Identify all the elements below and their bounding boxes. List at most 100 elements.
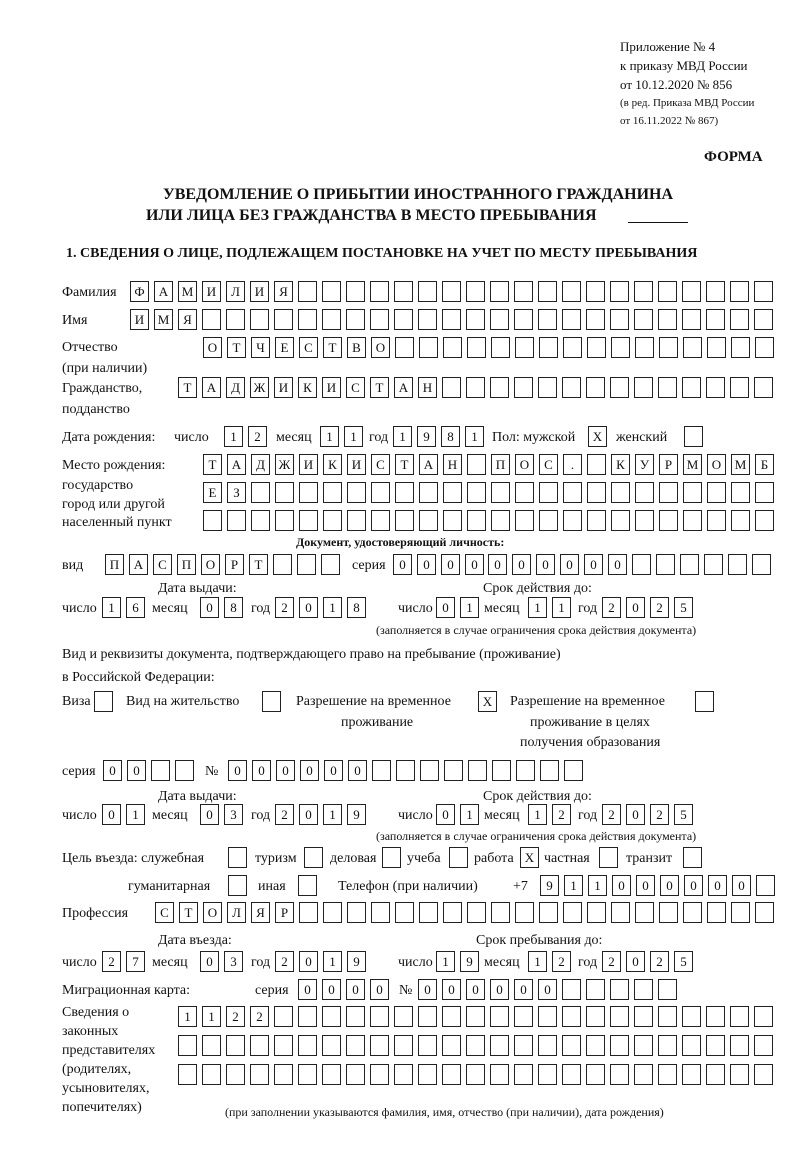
char-cell[interactable] bbox=[491, 902, 510, 923]
char-cell[interactable] bbox=[466, 1035, 485, 1056]
char-cell[interactable] bbox=[754, 281, 773, 302]
char-cell[interactable]: 1 bbox=[323, 804, 342, 825]
char-cell[interactable]: С bbox=[155, 902, 174, 923]
char-cell[interactable] bbox=[274, 1035, 293, 1056]
char-cell[interactable] bbox=[323, 902, 342, 923]
char-cell[interactable] bbox=[491, 510, 510, 531]
char-cell[interactable] bbox=[540, 760, 559, 781]
char-cell[interactable]: 0 bbox=[465, 554, 484, 575]
char-cell[interactable] bbox=[178, 1064, 197, 1085]
char-cell[interactable]: И bbox=[274, 377, 293, 398]
char-cell[interactable]: 0 bbox=[299, 597, 318, 618]
char-cell[interactable] bbox=[562, 979, 581, 1000]
char-cell[interactable] bbox=[563, 337, 582, 358]
char-cell[interactable] bbox=[539, 510, 558, 531]
char-cell[interactable]: И bbox=[202, 281, 221, 302]
char-cell[interactable] bbox=[562, 1006, 581, 1027]
char-cell[interactable] bbox=[611, 902, 630, 923]
char-cell[interactable] bbox=[151, 760, 170, 781]
title-blank-line[interactable] bbox=[628, 222, 688, 223]
char-cell[interactable] bbox=[731, 902, 750, 923]
char-cell[interactable] bbox=[226, 1035, 245, 1056]
char-cell[interactable]: 9 bbox=[347, 804, 366, 825]
char-cell[interactable] bbox=[466, 1006, 485, 1027]
char-cell[interactable] bbox=[564, 760, 583, 781]
char-cell[interactable]: 2 bbox=[250, 1006, 269, 1027]
char-cell[interactable] bbox=[442, 281, 461, 302]
char-cell[interactable] bbox=[467, 902, 486, 923]
char-cell[interactable]: Е bbox=[275, 337, 294, 358]
char-cell[interactable] bbox=[347, 510, 366, 531]
char-cell[interactable]: 2 bbox=[650, 597, 669, 618]
char-cell[interactable]: 0 bbox=[490, 979, 509, 1000]
char-cell[interactable] bbox=[538, 281, 557, 302]
char-cell[interactable] bbox=[586, 1064, 605, 1085]
char-cell[interactable]: О bbox=[201, 554, 220, 575]
char-cell[interactable]: Р bbox=[275, 902, 294, 923]
char-cell[interactable] bbox=[683, 510, 702, 531]
char-cell[interactable] bbox=[682, 1035, 701, 1056]
char-cell[interactable] bbox=[490, 377, 509, 398]
char-cell[interactable]: 0 bbox=[436, 597, 455, 618]
char-cell[interactable] bbox=[731, 337, 750, 358]
char-cell[interactable]: 1 bbox=[460, 597, 479, 618]
char-cell[interactable]: З bbox=[227, 482, 246, 503]
char-cell[interactable]: 0 bbox=[200, 597, 219, 618]
char-cell[interactable] bbox=[490, 1064, 509, 1085]
char-cell[interactable]: П bbox=[177, 554, 196, 575]
char-cell[interactable] bbox=[322, 1064, 341, 1085]
char-cell[interactable] bbox=[178, 1035, 197, 1056]
char-cell[interactable] bbox=[516, 760, 535, 781]
char-cell[interactable] bbox=[467, 337, 486, 358]
char-cell[interactable] bbox=[297, 554, 316, 575]
char-cell[interactable] bbox=[682, 377, 701, 398]
char-cell[interactable]: И bbox=[347, 454, 366, 475]
char-cell[interactable] bbox=[322, 1035, 341, 1056]
char-cell[interactable] bbox=[587, 510, 606, 531]
char-cell[interactable]: 2 bbox=[248, 426, 267, 447]
char-cell[interactable] bbox=[396, 760, 415, 781]
char-cell[interactable]: 9 bbox=[417, 426, 436, 447]
char-cell[interactable] bbox=[658, 1064, 677, 1085]
char-cell[interactable] bbox=[707, 902, 726, 923]
char-cell[interactable] bbox=[659, 510, 678, 531]
char-cell[interactable] bbox=[275, 482, 294, 503]
char-cell[interactable]: 0 bbox=[252, 760, 271, 781]
char-cell[interactable] bbox=[394, 281, 413, 302]
char-cell[interactable] bbox=[538, 377, 557, 398]
char-cell[interactable]: И bbox=[250, 281, 269, 302]
char-cell[interactable]: В bbox=[347, 337, 366, 358]
char-cell[interactable] bbox=[682, 1006, 701, 1027]
char-cell[interactable]: 3 bbox=[224, 804, 243, 825]
char-cell[interactable]: Ф bbox=[130, 281, 149, 302]
char-cell[interactable] bbox=[635, 337, 654, 358]
char-cell[interactable] bbox=[274, 1006, 293, 1027]
char-cell[interactable] bbox=[730, 377, 749, 398]
char-cell[interactable]: А bbox=[394, 377, 413, 398]
char-cell[interactable] bbox=[563, 482, 582, 503]
char-cell[interactable] bbox=[394, 309, 413, 330]
char-cell[interactable] bbox=[610, 377, 629, 398]
char-cell[interactable] bbox=[298, 1006, 317, 1027]
char-cell[interactable] bbox=[635, 510, 654, 531]
char-cell[interactable] bbox=[682, 281, 701, 302]
char-cell[interactable] bbox=[382, 847, 401, 868]
char-cell[interactable] bbox=[635, 902, 654, 923]
char-cell[interactable] bbox=[418, 1035, 437, 1056]
char-cell[interactable] bbox=[610, 281, 629, 302]
char-cell[interactable] bbox=[683, 847, 702, 868]
char-cell[interactable]: О bbox=[203, 902, 222, 923]
char-cell[interactable]: 8 bbox=[347, 597, 366, 618]
char-cell[interactable] bbox=[611, 510, 630, 531]
char-cell[interactable]: 6 bbox=[126, 597, 145, 618]
char-cell[interactable]: П bbox=[491, 454, 510, 475]
char-cell[interactable]: Р bbox=[225, 554, 244, 575]
char-cell[interactable] bbox=[299, 482, 318, 503]
char-cell[interactable]: 0 bbox=[102, 804, 121, 825]
char-cell[interactable]: Ж bbox=[250, 377, 269, 398]
char-cell[interactable] bbox=[262, 691, 281, 712]
char-cell[interactable] bbox=[228, 875, 247, 896]
char-cell[interactable]: 0 bbox=[514, 979, 533, 1000]
char-cell[interactable] bbox=[610, 1064, 629, 1085]
char-cell[interactable] bbox=[304, 847, 323, 868]
